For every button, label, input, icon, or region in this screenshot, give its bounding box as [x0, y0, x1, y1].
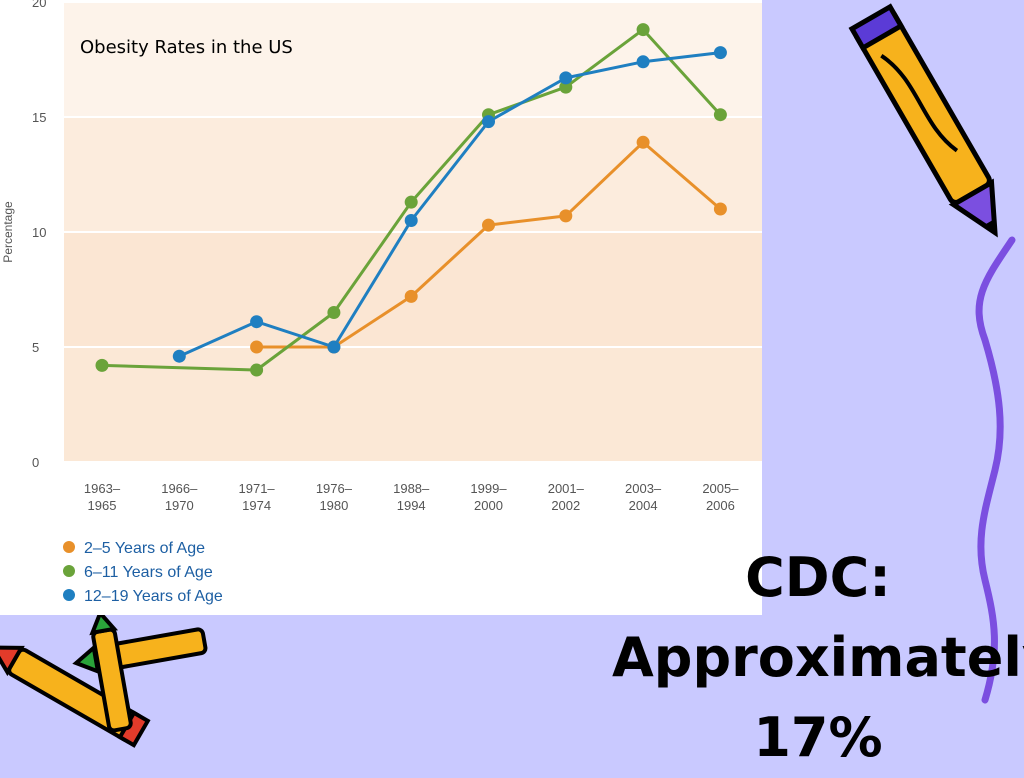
legend-label: 12–19 Years of Age [84, 588, 223, 605]
data-point [250, 340, 264, 354]
data-point [559, 71, 573, 85]
gridlines [64, 1, 762, 463]
legend-swatch [63, 589, 75, 601]
x-tick-label: 1971– 1974 [239, 481, 276, 513]
data-point [404, 289, 418, 303]
data-point [327, 340, 341, 354]
x-tick-label: 1976– 1980 [316, 481, 353, 513]
crossed-pencils-icon [0, 609, 208, 748]
y-axis-label: Percentage [1, 201, 15, 263]
data-point [172, 349, 186, 363]
legend-swatch [63, 541, 75, 553]
chart-title: Obesity Rates in the US [80, 37, 293, 58]
plot-background-bands [64, 2, 762, 462]
x-axis-ticks: 1963– 1965 1966– 1970 1971– 1974 1976– 1980 1988… [84, 481, 739, 513]
y-tick-label: 0 [32, 455, 39, 470]
data-point [636, 23, 650, 37]
x-tick-label: 2005– 2006 [702, 481, 739, 513]
data-point [250, 363, 264, 377]
data-point [327, 306, 341, 319]
data-point [713, 46, 727, 60]
legend-swatch [63, 565, 75, 577]
x-tick-label: 2001– 2002 [548, 481, 585, 513]
x-tick-label: 1988– 1994 [393, 481, 430, 513]
data-point [713, 202, 727, 216]
data-point [482, 115, 495, 129]
data-point [636, 55, 650, 69]
y-tick-label: 15 [32, 110, 46, 125]
x-tick-label: 1966– 1970 [161, 481, 198, 513]
y-axis-ticks: 0 5 10 15 20 [32, 0, 46, 470]
series-line [101, 28, 722, 372]
plot-band [64, 347, 762, 462]
data-point [404, 214, 418, 227]
data-point [636, 135, 650, 149]
series-points [95, 23, 727, 377]
legend-label: 2–5 Years of Age [84, 540, 205, 557]
y-tick-label: 20 [32, 0, 46, 10]
y-tick-label: 5 [32, 340, 39, 355]
x-tick-label: 1999– 2000 [470, 481, 507, 513]
x-tick-label: 2003– 2004 [625, 481, 662, 513]
legend-label: 6–11 Years of Age [84, 564, 213, 581]
data-point [404, 195, 418, 209]
obesity-line-chart: 0 5 10 15 20 Percentage Obesity Rates in the… [1, 0, 762, 605]
data-point [713, 108, 727, 122]
slide-body-text: CDC: Approximately 17% [612, 546, 1024, 769]
data-point [250, 315, 264, 329]
squiggle-border [975, 236, 1016, 704]
pencil-icon [848, 3, 998, 238]
data-point [95, 358, 109, 372]
legend: 2–5 Years of Age 6–11 Years of Age 12–19 Y… [63, 540, 223, 605]
data-point [482, 218, 495, 232]
x-tick-label: 1963– 1965 [84, 481, 121, 513]
y-tick-label: 10 [32, 225, 46, 240]
series-line [178, 51, 721, 358]
chart-panel: 0 5 10 15 20 Percentage Obesity Rates in the… [0, 0, 762, 615]
plot-band [64, 232, 762, 347]
plot-band [64, 117, 762, 232]
data-point [559, 80, 573, 94]
data-point [559, 209, 573, 223]
